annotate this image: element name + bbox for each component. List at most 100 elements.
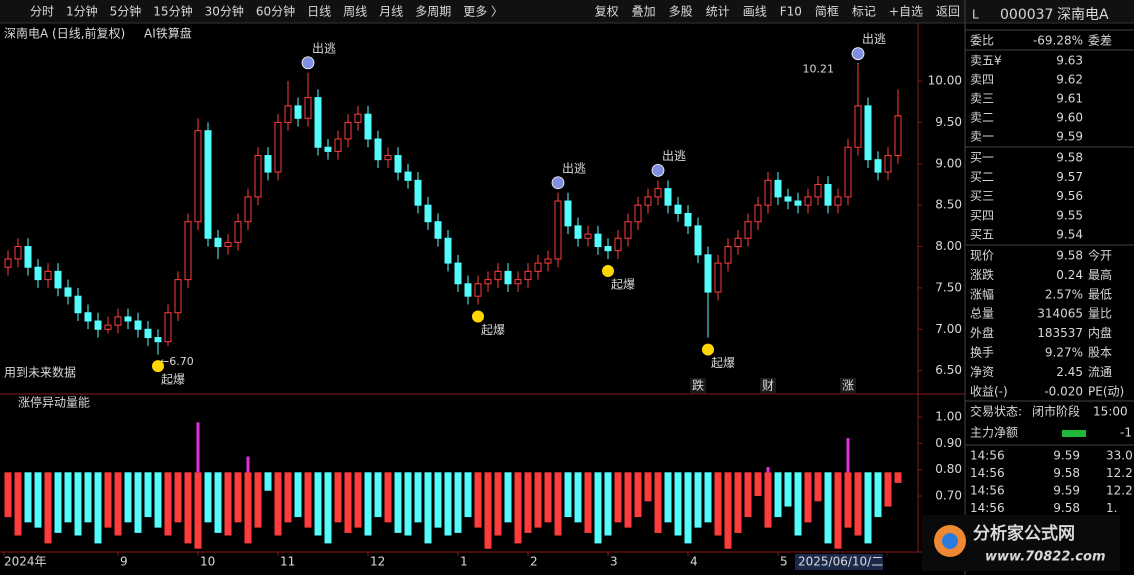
toolbar-button[interactable]: 简框 [815,5,839,19]
event-box [690,378,706,393]
volume-bar [264,472,272,491]
trade-price: 9.58 [1053,501,1080,515]
candle-body [224,241,232,248]
toolbar-button[interactable]: +自选 [889,5,923,19]
candle-body [144,328,152,339]
volume-bar [574,472,582,523]
cursor-box [795,554,883,570]
toolbar-button[interactable]: 返回 [936,5,960,19]
bid-label: 买三 [970,189,994,203]
x-tick-label: 5 [780,555,788,569]
candle-body [704,254,712,293]
candle-body [594,233,602,248]
volume-bar [174,472,182,523]
stat-value: 2.57% [1045,287,1083,301]
toolbar-button[interactable]: 画线 [743,5,767,19]
ask-price: 9.59 [1056,130,1083,144]
toolbar-button[interactable]: F10 [780,5,802,19]
volume-bar [624,472,632,528]
y-tick-label: 1.00 [935,410,962,424]
candle-body [564,200,572,227]
candle-body [104,324,112,330]
price-marker [157,353,159,355]
toolbar-tab[interactable]: 月线 [379,5,403,19]
toolbar-tab[interactable]: 1分钟 [66,4,98,19]
event-box [760,378,776,393]
volume-bar [664,472,672,523]
volume-bar [34,472,42,528]
toolbar-tab[interactable]: 多周期 [415,5,451,19]
candle-body [4,258,12,268]
stat-value: 0.24 [1056,268,1083,282]
toolbar-tab[interactable]: 更多 〉 [463,5,503,19]
volume-bar [94,472,102,544]
volume-bar [144,472,152,518]
bid-price: 9.54 [1056,228,1083,242]
bid-label: 买二 [970,170,994,184]
candle-body [654,188,662,198]
candle-body [554,200,562,260]
volume-bar [214,472,222,533]
candle-body [774,179,782,198]
toolbar-tab[interactable]: 60分钟 [256,4,295,19]
toolbar-tab[interactable]: 30分钟 [205,4,244,19]
candle-body [54,270,62,289]
stat-label: 涨幅 [970,286,994,301]
toolbar-button[interactable]: 叠加 [632,5,656,19]
buy-icon [472,310,484,323]
candle-body [264,155,272,173]
volume-bar [74,472,82,536]
toolbar-tab[interactable]: 分时 [30,5,54,19]
chart-title: 深南电A (日线,前复权) [4,26,125,41]
toolbar-tab[interactable]: 15分钟 [153,4,192,19]
volume-bar [794,472,802,536]
status-value: 闭市阶段 [1032,404,1080,419]
candle-body [824,183,832,206]
toolbar-button[interactable]: 多股 [669,5,693,19]
volume-bar [784,472,792,507]
candle-body [494,270,502,281]
candle-body [74,295,82,314]
spike-bar [846,438,850,473]
candle-body [114,316,122,326]
volume-bar [754,472,762,497]
candle-body [64,287,72,297]
ask-price: 9.62 [1056,73,1083,87]
volume-bar [4,472,12,518]
toolbar-tab[interactable]: 周线 [343,5,367,19]
stat-label: 股本 [1088,346,1112,360]
sell-icon [551,176,565,190]
volume-bar [444,472,452,536]
x-tick-label: 9 [120,555,128,569]
candle-body [94,320,102,330]
candle-body [574,225,582,239]
candle-body [194,130,202,223]
toolbar-button[interactable]: 统计 [706,5,730,19]
volume-bar [154,472,162,528]
bid-price: 9.55 [1056,208,1083,222]
toolbar-button[interactable]: 标记 [852,5,876,19]
toolbar-button[interactable]: 复权 [595,5,619,19]
buy-signal-label: 起爆 [711,356,735,370]
stock-name: 深南电A [1057,7,1109,23]
y-tick-label: 0.90 [935,436,962,450]
stat-label: 外盘 [970,325,994,340]
toolbar-tab[interactable]: 日线 [307,5,331,19]
volume-bar [864,472,872,544]
buy-signal-label: 起爆 [161,373,185,387]
toolbar-tab[interactable]: 5分钟 [110,4,142,19]
ask-price: 9.60 [1056,111,1083,125]
candle-body [214,237,222,248]
candle-body [384,155,392,161]
x-tick-label: 2 [530,555,538,569]
volume-bar [504,472,512,523]
trade-price: 9.58 [1053,466,1080,480]
volume-bar [514,472,522,544]
trade-time: 14:56 [970,501,1005,515]
flow-value: -1 [1120,426,1132,440]
volume-bar [84,472,92,523]
candle-body [864,105,872,161]
candle-body [614,237,622,252]
trade-time: 14:56 [970,466,1005,480]
